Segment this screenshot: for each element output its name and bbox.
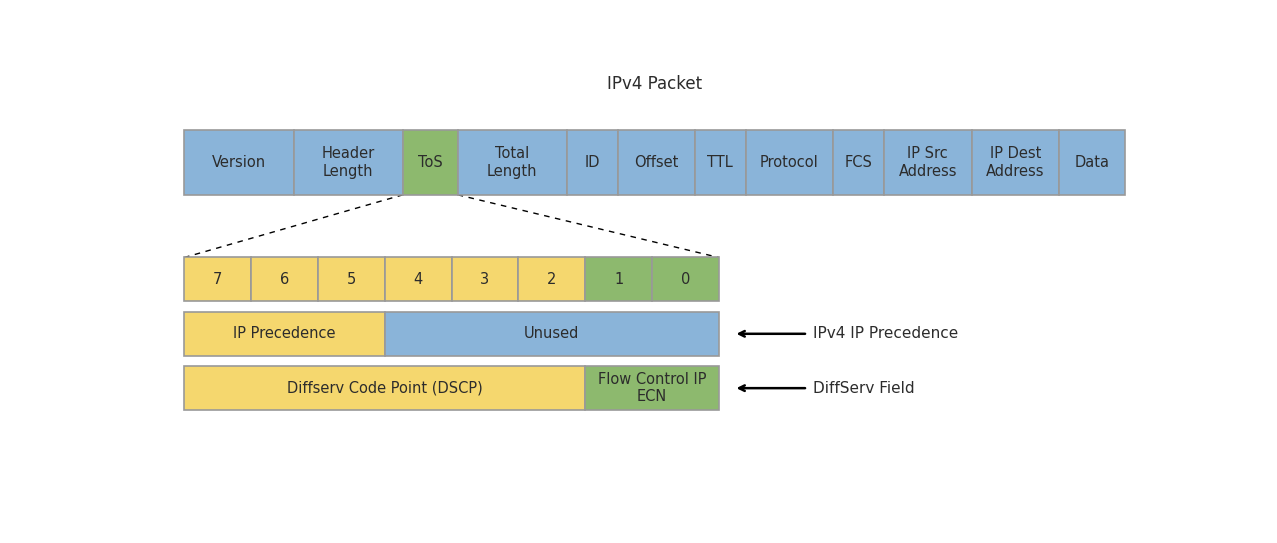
Bar (184, 366, 585, 410)
Bar (518, 257, 585, 301)
Text: 6: 6 (280, 272, 289, 287)
Bar (252, 257, 318, 301)
Text: ToS: ToS (418, 155, 443, 170)
Text: IP Src
Address: IP Src Address (899, 146, 956, 179)
Bar (972, 130, 1059, 195)
Text: Protocol: Protocol (760, 155, 819, 170)
Text: 0: 0 (681, 272, 690, 287)
Text: 7: 7 (213, 272, 222, 287)
Text: 3: 3 (480, 272, 489, 287)
Text: Total
Length: Total Length (487, 146, 538, 179)
Bar (184, 312, 384, 356)
Text: 1: 1 (614, 272, 623, 287)
Text: Diffserv Code Point (DSCP): Diffserv Code Point (DSCP) (287, 381, 483, 396)
Text: IP Precedence: IP Precedence (234, 326, 336, 342)
Bar (585, 366, 719, 410)
Text: Offset: Offset (635, 155, 678, 170)
Text: ID: ID (585, 155, 600, 170)
Text: TTL: TTL (707, 155, 733, 170)
Text: Flow Control IP
ECN: Flow Control IP ECN (598, 372, 706, 405)
Bar (452, 257, 518, 301)
Text: 5: 5 (347, 272, 356, 287)
Text: Data: Data (1074, 155, 1110, 170)
Bar (184, 257, 252, 301)
Bar (585, 257, 653, 301)
Text: IPv4 IP Precedence: IPv4 IP Precedence (813, 326, 958, 342)
Bar (457, 130, 567, 195)
Bar (653, 257, 719, 301)
Bar (294, 130, 404, 195)
Bar (746, 130, 833, 195)
Bar (833, 130, 884, 195)
Bar (184, 130, 294, 195)
Bar (384, 257, 452, 301)
Bar (618, 130, 695, 195)
Bar (1059, 130, 1125, 195)
Bar (404, 130, 457, 195)
Text: IPv4 Packet: IPv4 Packet (607, 75, 702, 93)
Text: 2: 2 (547, 272, 557, 287)
Text: FCS: FCS (844, 155, 872, 170)
Bar (884, 130, 972, 195)
Bar (384, 312, 719, 356)
Text: IP Dest
Address: IP Dest Address (986, 146, 1045, 179)
Bar (567, 130, 618, 195)
Text: DiffServ Field: DiffServ Field (813, 381, 914, 396)
Bar (318, 257, 384, 301)
Text: Header
Length: Header Length (322, 146, 375, 179)
Text: Unused: Unused (524, 326, 580, 342)
Bar (695, 130, 746, 195)
Text: 4: 4 (414, 272, 423, 287)
Text: Version: Version (212, 155, 266, 170)
